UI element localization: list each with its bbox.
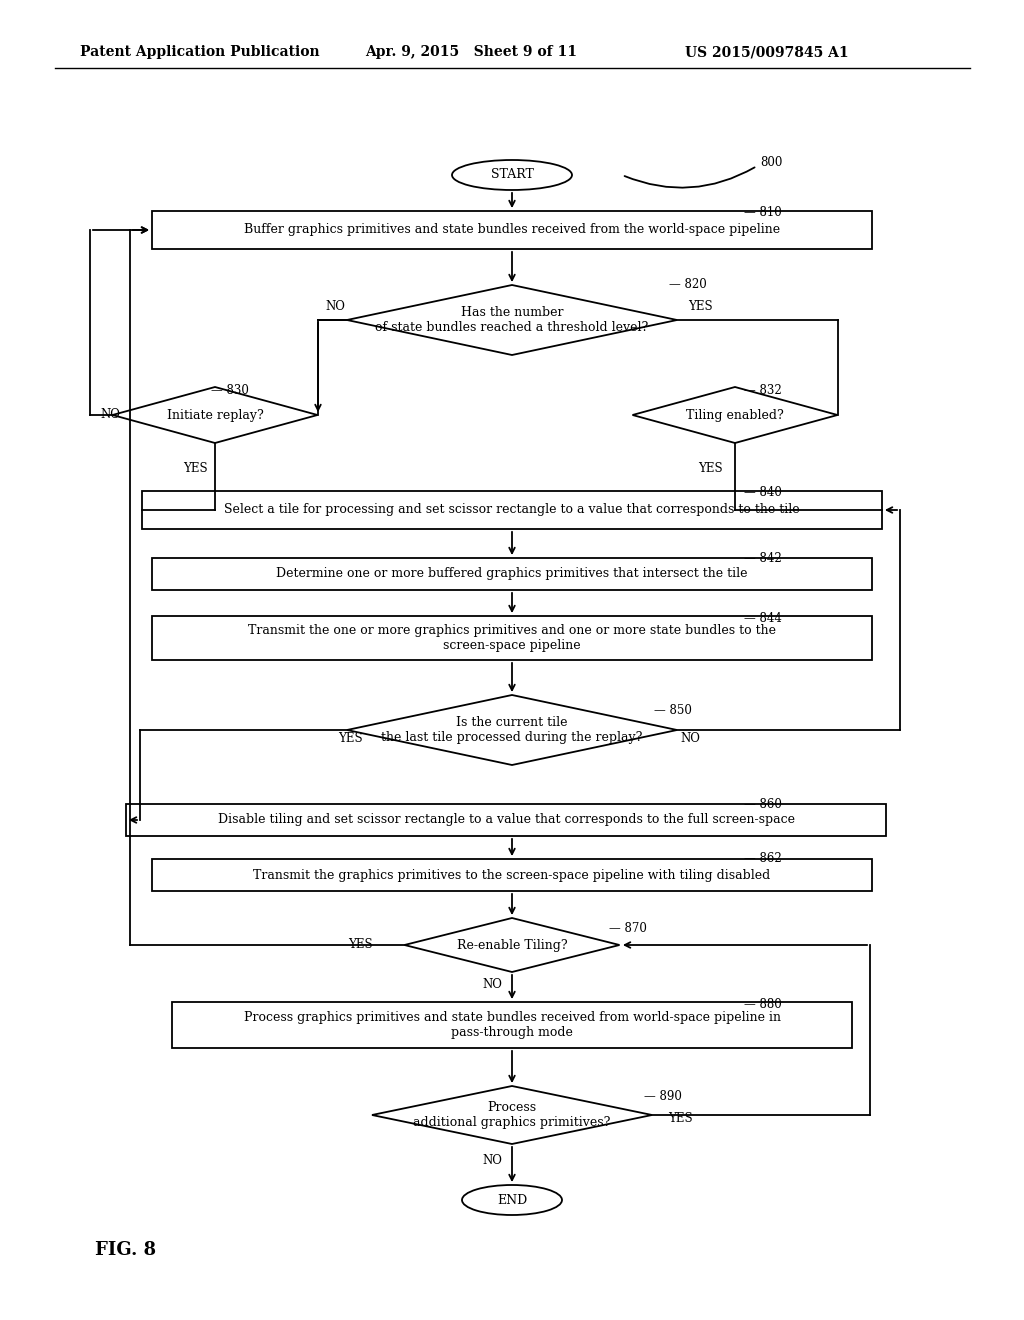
- Text: — 890: — 890: [644, 1090, 682, 1104]
- Text: US 2015/0097845 A1: US 2015/0097845 A1: [685, 45, 849, 59]
- Text: 800: 800: [760, 157, 782, 169]
- Text: NO: NO: [680, 731, 700, 744]
- Text: — 840: — 840: [744, 487, 782, 499]
- Text: — 870: — 870: [609, 921, 647, 935]
- Text: Is the current tile
the last tile processed during the replay?: Is the current tile the last tile proces…: [381, 715, 643, 744]
- Text: — 860: — 860: [744, 799, 782, 812]
- Bar: [152, 859, 872, 891]
- Text: Process
additional graphics primitives?: Process additional graphics primitives?: [414, 1101, 610, 1129]
- Text: END: END: [497, 1193, 527, 1206]
- Text: NO: NO: [482, 1154, 502, 1167]
- Text: YES: YES: [182, 462, 207, 474]
- Text: Tiling enabled?: Tiling enabled?: [686, 408, 784, 421]
- Bar: [152, 558, 872, 590]
- Bar: [152, 211, 872, 249]
- Text: Patent Application Publication: Patent Application Publication: [80, 45, 319, 59]
- Text: — 850: — 850: [654, 704, 692, 717]
- Text: FIG. 8: FIG. 8: [95, 1241, 156, 1259]
- Text: Apr. 9, 2015   Sheet 9 of 11: Apr. 9, 2015 Sheet 9 of 11: [365, 45, 577, 59]
- Text: Process graphics primitives and state bundles received from world-space pipeline: Process graphics primitives and state bu…: [244, 1011, 780, 1039]
- Text: — 830: — 830: [211, 384, 249, 396]
- Text: — 842: — 842: [744, 552, 781, 565]
- Bar: [172, 1002, 852, 1048]
- Text: — 832: — 832: [744, 384, 781, 396]
- Text: YES: YES: [688, 301, 713, 314]
- Text: Determine one or more buffered graphics primitives that intersect the tile: Determine one or more buffered graphics …: [276, 568, 748, 581]
- Text: — 820: — 820: [669, 279, 707, 292]
- Text: NO: NO: [325, 301, 345, 314]
- Bar: [152, 616, 872, 660]
- Text: — 810: — 810: [744, 206, 781, 219]
- Text: Initiate replay?: Initiate replay?: [167, 408, 263, 421]
- Text: — 844: — 844: [744, 611, 782, 624]
- Text: NO: NO: [100, 408, 120, 421]
- Text: START: START: [490, 169, 534, 181]
- Text: Select a tile for processing and set scissor rectangle to a value that correspon: Select a tile for processing and set sci…: [224, 503, 800, 516]
- Text: NO: NO: [482, 978, 502, 991]
- Text: YES: YES: [348, 939, 373, 952]
- Bar: [142, 491, 882, 529]
- Text: YES: YES: [338, 731, 362, 744]
- Text: Re-enable Tiling?: Re-enable Tiling?: [457, 939, 567, 952]
- Text: — 880: — 880: [744, 998, 781, 1011]
- Text: Disable tiling and set scissor rectangle to a value that corresponds to the full: Disable tiling and set scissor rectangle…: [217, 813, 795, 826]
- Text: YES: YES: [668, 1111, 692, 1125]
- Text: Transmit the one or more graphics primitives and one or more state bundles to th: Transmit the one or more graphics primit…: [248, 624, 776, 652]
- Text: Buffer graphics primitives and state bundles received from the world-space pipel: Buffer graphics primitives and state bun…: [244, 223, 780, 236]
- Text: YES: YES: [697, 462, 722, 474]
- Text: Transmit the graphics primitives to the screen-space pipeline with tiling disabl: Transmit the graphics primitives to the …: [253, 869, 771, 882]
- Bar: [126, 804, 886, 836]
- Text: — 862: — 862: [744, 851, 781, 865]
- Text: Has the number
of state bundles reached a threshold level?: Has the number of state bundles reached …: [376, 306, 648, 334]
